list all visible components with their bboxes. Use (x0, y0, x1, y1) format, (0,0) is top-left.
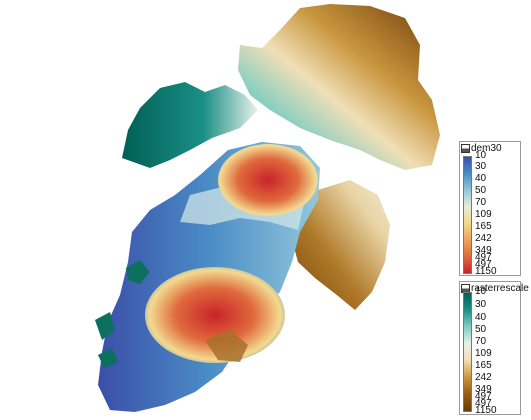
legend-tick-label: 349 (475, 245, 492, 256)
legend-tick-label: 165 (475, 221, 492, 232)
legend-tick-label: 242 (475, 233, 492, 244)
legend-rasterrescale-color-ramp (463, 292, 472, 412)
dem-peak-south (145, 267, 285, 363)
legend-tick-label: 1150 (475, 405, 497, 416)
legend-tick-label: 242 (475, 372, 492, 383)
legend-tick-label: 50 (475, 185, 487, 196)
legend-tick-label: 497 (475, 252, 492, 263)
legend-tick-label: 10 (475, 286, 487, 297)
legend-rasterrescale-title-text: rasterrescale (471, 283, 529, 294)
legend-dem30: dem30 10 30 40 50 70 109 165 242 349 497 497 1150 (459, 141, 521, 277)
dem-peak-north (218, 144, 318, 216)
rescale-region-southeast (292, 180, 390, 310)
rescale-lobe-south (205, 330, 248, 362)
rescale-region-west-arm (122, 82, 258, 168)
legend-tick-label: 109 (475, 348, 492, 359)
legend-dem30-title: dem30 (461, 143, 502, 154)
legend-tick-label: 10 (475, 150, 487, 161)
legend-tick-label: 349 (475, 384, 492, 395)
rescale-strip-coast-1 (126, 260, 150, 284)
rescale-strip-coast-2 (95, 312, 115, 340)
legend-rasterrescale: rasterrescale 10 30 40 50 70 109 165 242 349 497 4… (459, 281, 529, 416)
legend-tick-label: 497 (475, 391, 492, 402)
legend-dem30-title-text: dem30 (471, 143, 502, 154)
legend-tick-label: 70 (475, 336, 487, 347)
legend-tick-label: 165 (475, 360, 492, 371)
legend-tick-label: 30 (475, 161, 487, 172)
legend-tick-label: 497 (475, 259, 492, 270)
layer-icon (461, 144, 470, 153)
rescale-region-northeast (238, 4, 440, 170)
legend-tick-label: 497 (475, 398, 492, 409)
rescale-strip-coast-3 (98, 348, 118, 368)
legend-dem30-color-ramp (463, 156, 472, 274)
legend-tick-label: 1150 (475, 266, 497, 277)
legend-tick-label: 70 (475, 197, 487, 208)
legend-tick-label: 30 (475, 299, 487, 310)
legend-tick-label: 40 (475, 312, 487, 323)
legend-tick-label: 50 (475, 324, 487, 335)
legend-tick-label: 40 (475, 173, 487, 184)
legend-tick-label: 109 (475, 209, 492, 220)
